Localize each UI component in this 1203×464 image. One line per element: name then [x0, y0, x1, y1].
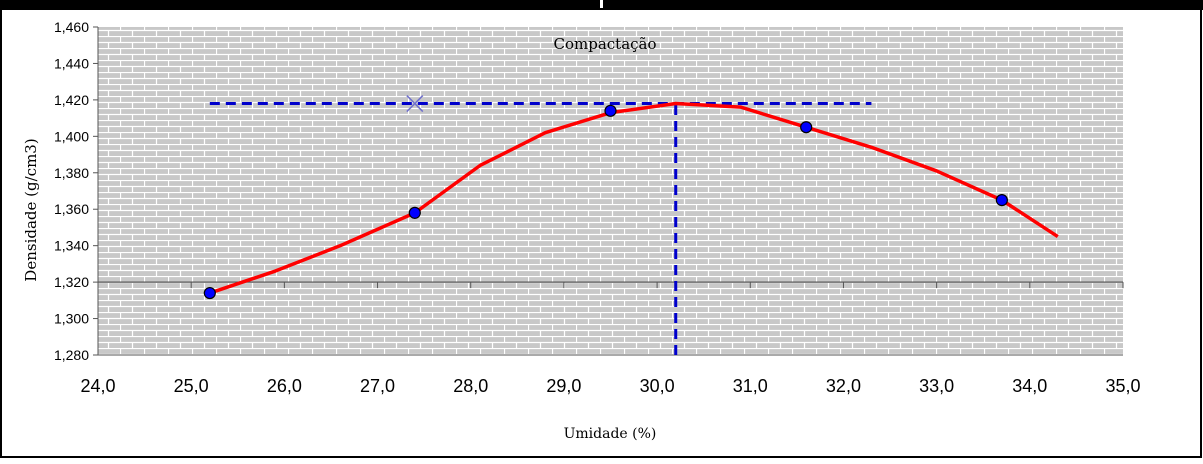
- y-tick-label: 1,460: [54, 19, 89, 35]
- x-tick-label: 27,0: [360, 376, 395, 396]
- x-tick-label: 25,0: [174, 376, 209, 396]
- x-tick-label: 24,0: [80, 376, 115, 396]
- x-marker: [406, 95, 424, 113]
- x-tick-label: 32,0: [826, 376, 861, 396]
- series-layer: [203, 95, 1059, 355]
- y-tick-label: 1,300: [54, 311, 89, 327]
- x-tick-labels: 24,0 25,0 26,0 27,0 28,0 29,0 30,0 31,0 32,0 33,0…: [80, 376, 1140, 396]
- top-tab-left: [0, 0, 600, 10]
- x-tick-label: 30,0: [640, 376, 675, 396]
- x-tick-label: 29,0: [546, 376, 581, 396]
- x-tick-label: 34,0: [1012, 376, 1047, 396]
- top-tab-right: [603, 0, 1203, 10]
- x-tick-label: 26,0: [267, 376, 302, 396]
- x-axis-label: Umidade (%): [564, 426, 657, 442]
- y-axis-label: Densidade (g/cm3): [22, 138, 40, 281]
- y-tick-labels: 1,280 1,300 1,320 1,340 1,360 1,380 1,400 1,420…: [54, 19, 89, 363]
- x-tick-label: 31,0: [733, 376, 768, 396]
- y-tick-label: 1,420: [54, 92, 89, 108]
- y-tick-label: 1,320: [54, 274, 89, 290]
- y-tick-label: 1,340: [54, 238, 89, 254]
- data-point: [604, 104, 617, 117]
- y-tick-label: 1,400: [54, 128, 89, 144]
- data-point: [800, 121, 813, 134]
- x-tick-label: 35,0: [1105, 376, 1140, 396]
- data-point: [203, 286, 216, 300]
- y-tick-label: 1,440: [54, 55, 89, 71]
- y-tick-label: 1,360: [54, 201, 89, 217]
- plot-area: [98, 27, 1123, 355]
- chart-title: Compactação: [553, 35, 656, 53]
- x-marker-stroke: [406, 95, 424, 113]
- y-tick-label: 1,280: [54, 347, 89, 363]
- y-tick-label: 1,380: [54, 165, 89, 181]
- data-point: [995, 194, 1008, 207]
- axes: [93, 26, 1124, 356]
- fitted-curve-line: [209, 101, 1059, 295]
- x-tick-label: 33,0: [919, 376, 954, 396]
- data-point: [408, 206, 421, 219]
- x-tick-label: 28,0: [453, 376, 488, 396]
